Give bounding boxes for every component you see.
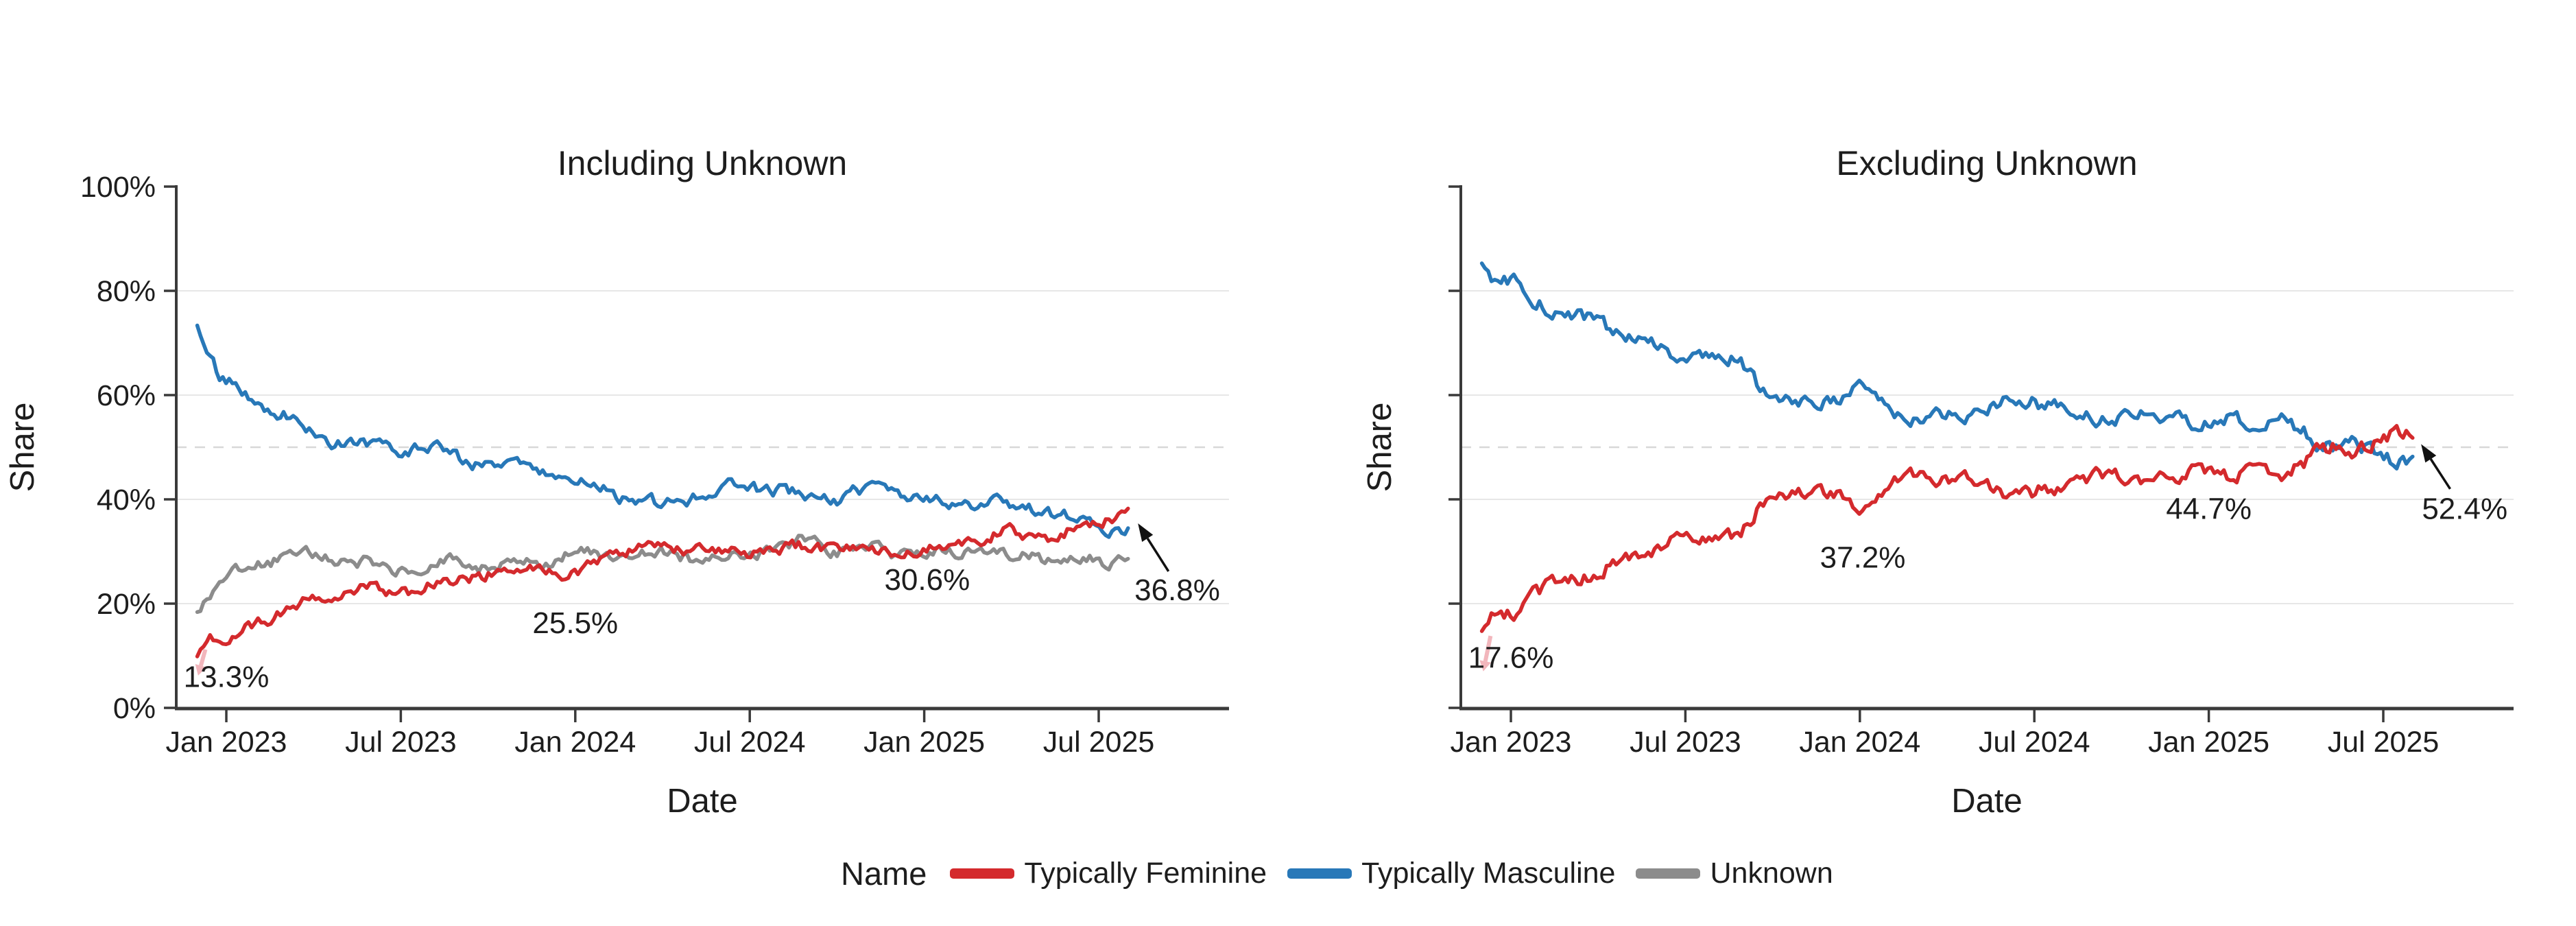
x-tick-label: Jan 2023	[1451, 726, 1572, 759]
series-line-typically-feminine	[1479, 424, 2415, 633]
y-tick-label: 100%	[80, 171, 156, 204]
y-axis-label-left: Share	[4, 402, 41, 492]
annotation-label: 25.5%	[532, 606, 618, 640]
x-tick-label: Jan 2025	[2148, 726, 2269, 759]
annotation-label: 44.7%	[2166, 492, 2252, 526]
annotation-arrow-shaft	[2429, 458, 2451, 490]
series-line-typically-masculine	[1479, 261, 2415, 471]
annotation-label: 17.6%	[1468, 641, 1554, 674]
series-line-typically-masculine	[195, 323, 1130, 539]
legend-item-unknown: Unknown	[1636, 857, 1833, 890]
start-marker-arrow-head	[1479, 660, 1492, 672]
annotation-label: 13.3%	[184, 660, 270, 693]
start-marker-arrow-shaft	[199, 649, 208, 667]
y-tick-label: 60%	[97, 379, 156, 412]
legend-label-masculine: Typically Masculine	[1361, 857, 1616, 890]
x-tick-label: Jul 2024	[694, 726, 806, 759]
legend-title: Name	[841, 855, 927, 892]
annotation-arrow-head	[1138, 523, 1154, 542]
series-line-unknown	[195, 534, 1130, 615]
x-axis-label-left: Date	[667, 783, 738, 820]
x-tick-label: Jul 2025	[1043, 726, 1155, 759]
x-axis-label-right: Date	[1951, 783, 2023, 820]
x-tick-label: Jan 2024	[514, 726, 636, 759]
y-tick-label: 0%	[113, 692, 156, 725]
annotation-arrow-head	[2421, 444, 2437, 463]
annotation-label: 36.8%	[1134, 573, 1220, 607]
annotation-label: 30.6%	[884, 563, 970, 597]
annotation-arrow-shaft	[1146, 537, 1170, 572]
x-tick-label: Jan 2023	[166, 726, 287, 759]
legend-label-feminine: Typically Feminine	[1024, 857, 1267, 890]
y-tick-label: 40%	[97, 484, 156, 517]
start-marker-arrow-head	[195, 664, 207, 676]
legend-swatch-masculine	[1287, 868, 1352, 879]
series-line-typically-feminine	[195, 506, 1130, 658]
legend-swatch-feminine	[950, 868, 1015, 879]
panel-title-including: Including Unknown	[557, 144, 848, 182]
legend-label-unknown: Unknown	[1710, 857, 1833, 890]
y-tick-label: 20%	[97, 588, 156, 621]
legend-swatch-unknown	[1636, 868, 1701, 879]
x-tick-label: Jul 2025	[2328, 726, 2440, 759]
x-tick-label: Jan 2024	[1799, 726, 1920, 759]
annotation-label: 37.2%	[1820, 541, 1906, 574]
legend-item-masculine: Typically Masculine	[1287, 857, 1615, 890]
y-tick-label: 80%	[97, 275, 156, 308]
annotation-label: 52.4%	[2422, 492, 2507, 526]
x-tick-label: Jan 2025	[863, 726, 985, 759]
x-tick-label: Jul 2023	[1630, 726, 1741, 759]
x-tick-label: Jul 2023	[345, 726, 457, 759]
start-marker-arrow-shaft	[1483, 635, 1493, 662]
y-axis-label-right: Share	[1361, 402, 1398, 492]
legend-item-feminine: Typically Feminine	[950, 857, 1267, 890]
panel-title-excluding: Excluding Unknown	[1836, 144, 2138, 182]
legend: Name Typically Feminine Typically Mascul…	[841, 855, 1854, 892]
x-tick-label: Jul 2024	[1979, 726, 2090, 759]
